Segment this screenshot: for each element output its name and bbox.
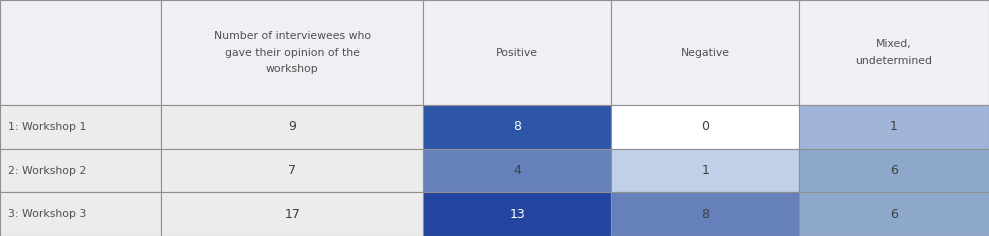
Bar: [0, 0, 161, 105]
Bar: [161, 192, 423, 236]
Text: 6: 6: [890, 208, 898, 221]
Bar: [0, 192, 161, 236]
Text: 1: Workshop 1: 1: Workshop 1: [8, 122, 86, 132]
Bar: [611, 105, 799, 149]
Text: 6: 6: [890, 164, 898, 177]
Text: 7: 7: [288, 164, 297, 177]
Text: Positive: Positive: [496, 47, 538, 58]
Bar: [799, 0, 989, 105]
Bar: [611, 149, 799, 192]
Text: Mixed,
undetermined: Mixed, undetermined: [855, 39, 933, 66]
Bar: [611, 192, 799, 236]
Bar: [161, 105, 423, 149]
Bar: [161, 149, 423, 192]
Bar: [423, 192, 611, 236]
Text: 2: Workshop 2: 2: Workshop 2: [8, 165, 86, 176]
Text: 0: 0: [701, 120, 709, 133]
Text: 8: 8: [701, 208, 709, 221]
Text: 9: 9: [289, 120, 296, 133]
Text: Negative: Negative: [680, 47, 730, 58]
Bar: [0, 149, 161, 192]
Bar: [0, 105, 161, 149]
Text: 1: 1: [890, 120, 898, 133]
Text: 13: 13: [509, 208, 525, 221]
Bar: [799, 192, 989, 236]
Text: 1: 1: [701, 164, 709, 177]
Bar: [161, 0, 423, 105]
Bar: [799, 105, 989, 149]
Bar: [799, 149, 989, 192]
Text: 4: 4: [513, 164, 521, 177]
Text: 8: 8: [513, 120, 521, 133]
Text: 3: Workshop 3: 3: Workshop 3: [8, 209, 86, 219]
Bar: [423, 105, 611, 149]
Bar: [423, 0, 611, 105]
Bar: [611, 0, 799, 105]
Bar: [423, 149, 611, 192]
Text: 17: 17: [284, 208, 301, 221]
Text: Number of interviewees who
gave their opinion of the
workshop: Number of interviewees who gave their op…: [214, 31, 371, 74]
